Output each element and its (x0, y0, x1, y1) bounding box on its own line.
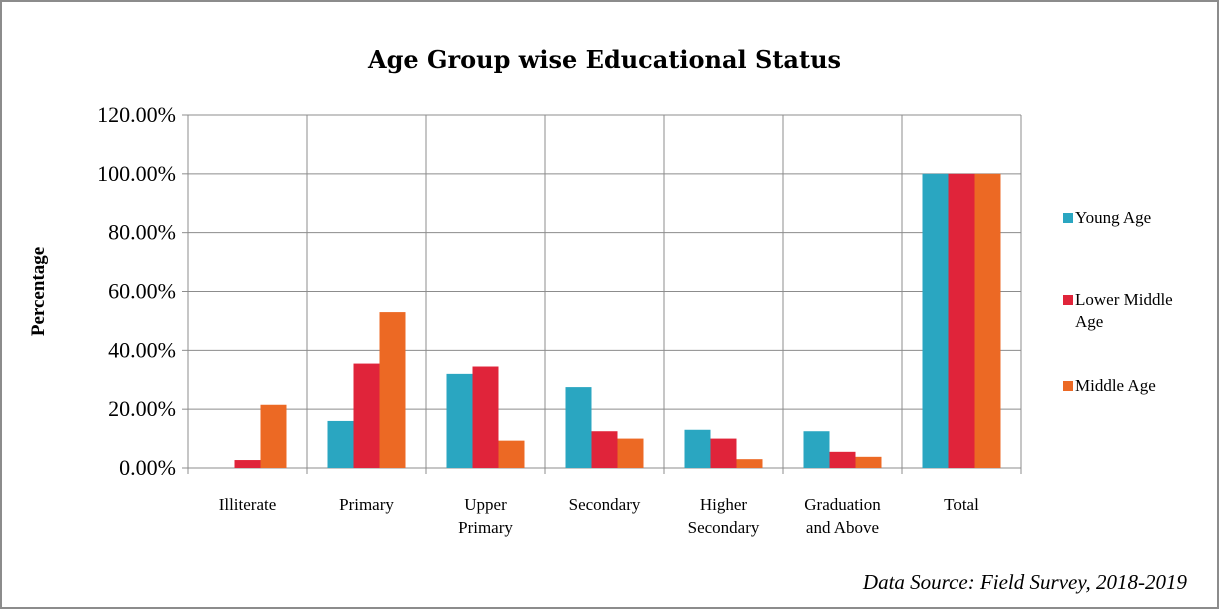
bar (379, 312, 406, 468)
y-tick-label: 80.00% (108, 220, 176, 245)
bar (684, 429, 711, 468)
bar (234, 460, 261, 468)
legend-swatch (1063, 213, 1073, 223)
bar (922, 173, 949, 469)
bar (260, 404, 287, 468)
bar (948, 173, 975, 469)
y-tick-label: 100.00% (97, 161, 176, 186)
y-tick-label: 40.00% (108, 337, 176, 362)
legend-label: Young Age (1075, 208, 1151, 227)
x-tick-label: Secondary (688, 518, 760, 537)
chart-title: Age Group wise Educational Status (367, 45, 841, 74)
bar (855, 456, 882, 468)
bar (446, 373, 473, 468)
legend-label: Middle Age (1075, 376, 1156, 395)
y-tick-label: 20.00% (108, 396, 176, 421)
legend-swatch (1063, 295, 1073, 305)
bar (591, 431, 618, 468)
bar (617, 438, 644, 468)
bar (736, 459, 763, 468)
x-tick-label: Illiterate (219, 495, 277, 514)
x-tick-label: and Above (806, 518, 879, 537)
x-tick-label: Total (944, 495, 979, 514)
data-source-note: Data Source: Field Survey, 2018-2019 (862, 570, 1187, 594)
bar (803, 431, 830, 468)
y-tick-label: 120.00% (97, 102, 176, 127)
legend-label: Age (1075, 312, 1103, 331)
bar (353, 363, 380, 468)
y-axis-label: Percentage (28, 247, 49, 336)
legend-swatch (1063, 381, 1073, 391)
bar (829, 451, 856, 468)
y-tick-label: 60.00% (108, 279, 176, 304)
x-tick-label: Secondary (569, 495, 641, 514)
bar (327, 420, 354, 468)
bar (498, 440, 525, 468)
x-tick-label: Primary (458, 518, 513, 537)
x-tick-label: Primary (339, 495, 394, 514)
x-tick-label: Higher (700, 495, 748, 514)
x-tick-label: Graduation (804, 495, 881, 514)
bar (710, 438, 737, 468)
y-tick-label: 0.00% (119, 455, 176, 480)
bar (472, 366, 499, 468)
bar (974, 173, 1001, 469)
legend-label: Lower Middle (1075, 290, 1173, 309)
x-tick-label: Upper (464, 495, 507, 514)
bar (565, 387, 592, 468)
